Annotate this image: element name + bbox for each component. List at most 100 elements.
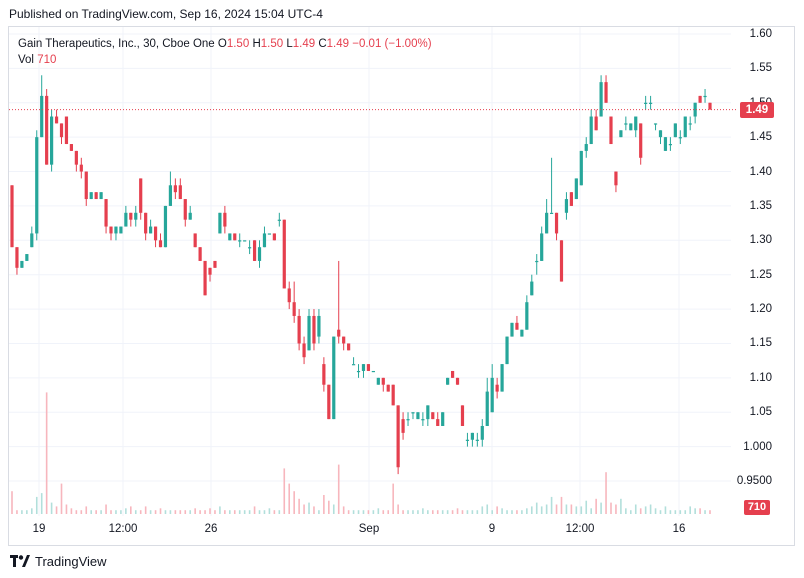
candle-body (173, 185, 177, 193)
candle-body (342, 336, 346, 344)
candle-body (624, 123, 628, 125)
volume-bar (377, 508, 380, 514)
tradingview-brand[interactable]: TradingView (10, 553, 107, 569)
candle-body (84, 171, 88, 200)
candle-body (351, 364, 356, 366)
candle-body (421, 419, 425, 421)
volume-bar (75, 510, 78, 514)
volume-bar (120, 510, 122, 514)
volume-bar (100, 510, 102, 514)
volume-bar (387, 510, 390, 514)
volume-bar (417, 510, 419, 514)
candle-body (30, 233, 34, 248)
y-tick-label: 1.30 (749, 234, 772, 247)
volume-label: Vol (18, 54, 34, 66)
candle-body (574, 178, 578, 200)
candle-body (40, 95, 44, 138)
candle-body (530, 281, 534, 296)
volume-bar (639, 508, 642, 514)
candle-body (366, 364, 371, 371)
volume-bar (501, 508, 503, 514)
volume-bar (669, 510, 672, 514)
volume-bar (530, 506, 533, 514)
candle-body (153, 226, 158, 241)
volume-bar (174, 510, 177, 514)
volume-bar (625, 508, 627, 514)
close-label: C (318, 38, 327, 50)
volume-bar (590, 508, 592, 514)
volume-bar (90, 510, 93, 514)
open-label: O (217, 38, 227, 50)
volume-bar (164, 510, 167, 514)
volume-bar (704, 510, 706, 514)
volume-bar (441, 510, 444, 514)
volume-bar (179, 510, 182, 514)
candle-body (465, 439, 470, 441)
change-value: −0.01 (−1.00%) (352, 38, 432, 50)
close-value: 1.49 (326, 38, 350, 50)
candle-body (114, 226, 118, 234)
volume-bar (516, 510, 518, 514)
candle-body (99, 192, 103, 200)
volume-bar (605, 472, 607, 514)
volume-bar (620, 498, 622, 514)
x-tick-label: 26 (204, 523, 218, 535)
candle-body (69, 144, 74, 151)
candle-body (604, 82, 608, 103)
candle-body (455, 377, 460, 385)
volume-bar (694, 508, 696, 514)
grid-lines (9, 27, 731, 516)
y-tick-label: 1.10 (749, 371, 772, 384)
volume-bar (16, 510, 18, 514)
volume-bar (65, 504, 68, 514)
volume-bar (318, 510, 320, 514)
time-axis[interactable]: 19 12:00 26 Sep 9 12:00 16 (8, 517, 732, 545)
volume-bar (144, 506, 147, 514)
y-tick-label: 1.20 (749, 303, 772, 316)
symbol-name[interactable]: Gain Therapeutics, Inc., 30, Cboe One (18, 38, 215, 50)
volume-bar (139, 510, 142, 514)
volume-bar (95, 510, 97, 514)
candle-body (208, 267, 212, 275)
candle-body (248, 247, 252, 249)
volume-bar (303, 504, 305, 514)
candle-body (520, 329, 524, 337)
volume-bar (313, 506, 315, 514)
volume-bar (21, 510, 23, 514)
volume-bar (649, 504, 652, 514)
candle-body (158, 240, 163, 248)
volume-bar (615, 504, 617, 514)
candle-body (124, 212, 128, 227)
candle-body (10, 185, 14, 248)
volume-bar (342, 506, 345, 514)
candle-body (663, 137, 668, 151)
candle-body (302, 343, 306, 358)
candle-body (639, 123, 643, 158)
candle-body (634, 116, 638, 131)
candle-body (441, 412, 445, 426)
candle-body (589, 116, 593, 145)
volume-bar (382, 510, 385, 514)
volume-bar (659, 510, 662, 514)
volume-bar (491, 510, 493, 514)
candle-body (668, 144, 672, 146)
volume-bar (486, 504, 489, 514)
chart-frame (8, 26, 795, 546)
price-axis[interactable]: 1.601.551.501.451.401.351.301.251.201.15… (732, 26, 794, 516)
candle-body (332, 336, 336, 420)
legend-line-2: Vol 710 (18, 52, 432, 68)
candle-body (371, 370, 375, 373)
candle-body (599, 82, 603, 117)
volume-bar (555, 504, 558, 514)
volume-bar (402, 510, 404, 514)
candle-body (292, 302, 296, 316)
candle-body (188, 212, 192, 220)
volume-bar (575, 506, 578, 514)
volume-value: 710 (37, 54, 57, 66)
volume-bar (130, 506, 132, 514)
volume-bar (80, 510, 83, 514)
low-value: 1.49 (292, 38, 316, 50)
candle-body (218, 212, 222, 234)
volume-bar (684, 510, 687, 514)
